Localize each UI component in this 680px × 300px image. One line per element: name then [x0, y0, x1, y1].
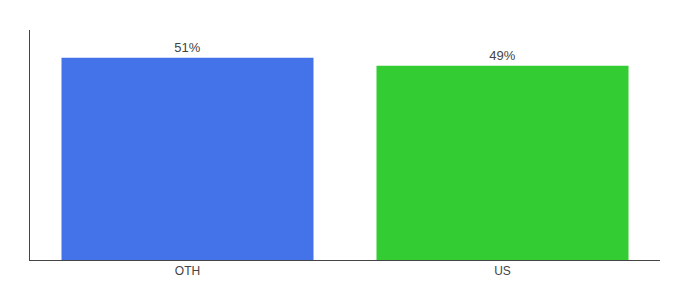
svg-text:49%: 49%: [489, 48, 515, 63]
svg-text:OTH: OTH: [175, 264, 200, 278]
svg-text:51%: 51%: [174, 40, 200, 55]
svg-text:US: US: [494, 264, 511, 278]
